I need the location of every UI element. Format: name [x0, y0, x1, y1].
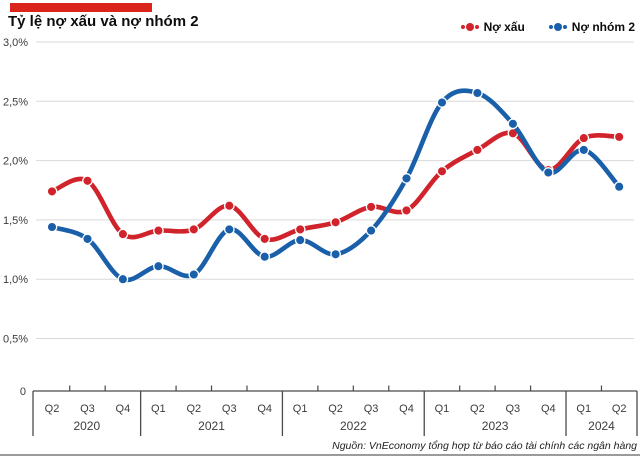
- quarter-label: Q4: [541, 403, 556, 415]
- data-point: [578, 132, 590, 144]
- quarter-label: Q2: [186, 403, 201, 415]
- y-tick-label: 2,5%: [3, 96, 28, 108]
- quarter-label: Q1: [435, 403, 450, 415]
- data-point: [472, 144, 483, 156]
- quarter-label: Q3: [222, 403, 237, 415]
- y-tick-label: 1,5%: [3, 215, 28, 227]
- legend-label-no-xau: Nợ xấu: [483, 20, 525, 34]
- data-point: [472, 87, 483, 99]
- quarter-label: Q3: [506, 403, 521, 415]
- data-point: [46, 186, 58, 197]
- quarter-label: Q3: [364, 403, 379, 415]
- data-point: [436, 165, 448, 177]
- quarter-label: Q2: [328, 403, 343, 415]
- y-tick-label: 3,0%: [3, 37, 28, 49]
- year-label: 2021: [198, 419, 225, 433]
- legend-item-no-xau: Nợ xấu: [460, 20, 525, 34]
- quarter-label: Q2: [45, 403, 60, 415]
- data-point: [436, 97, 448, 108]
- legend-marker-no-nhom2-icon: [548, 23, 567, 31]
- data-point: [613, 131, 625, 143]
- data-point: [82, 233, 93, 245]
- quarter-label: Q3: [80, 403, 95, 415]
- footer-divider: [0, 454, 640, 456]
- year-label: 2022: [340, 419, 367, 433]
- data-point: [188, 269, 200, 280]
- legend-label-no-nhom2: Nợ nhóm 2: [571, 20, 635, 34]
- data-point: [117, 228, 129, 240]
- quarter-label: Q2: [612, 403, 627, 415]
- y-tick-label-zero: 0: [20, 386, 26, 398]
- source-note: Nguồn: VnEconomy tổng hợp từ báo cáo tài…: [332, 440, 637, 452]
- data-point: [46, 221, 58, 233]
- data-point: [153, 260, 164, 272]
- data-point: [507, 118, 519, 130]
- legend-marker-no-xau-icon: [460, 23, 479, 31]
- data-point: [613, 181, 625, 193]
- quarter-label: Q4: [399, 403, 414, 415]
- data-point: [223, 200, 235, 212]
- data-point: [401, 173, 412, 184]
- quarter-label: Q2: [470, 403, 485, 415]
- y-tick-label: 0,5%: [3, 334, 28, 346]
- quarter-label: Q1: [293, 403, 308, 415]
- data-point: [259, 251, 271, 263]
- chart-title: Tỷ lệ nợ xấu và nợ nhóm 2: [8, 13, 199, 30]
- legend: Nợ xấu Nợ nhóm 2: [460, 20, 635, 34]
- data-point: [223, 224, 235, 235]
- data-point: [259, 233, 271, 245]
- accent-bar: [10, 3, 152, 12]
- data-point: [330, 216, 341, 228]
- data-point: [578, 144, 590, 156]
- data-point: [294, 224, 306, 235]
- quarter-label: Q1: [151, 403, 166, 415]
- legend-item-no-nhom2: Nợ nhóm 2: [548, 20, 635, 34]
- quarter-label: Q4: [257, 403, 272, 415]
- data-point: [365, 225, 377, 236]
- data-point: [365, 201, 377, 213]
- data-point: [401, 205, 412, 216]
- y-tick-label: 2,0%: [3, 156, 28, 168]
- data-point: [117, 273, 129, 285]
- data-point: [153, 225, 164, 236]
- data-point: [294, 234, 306, 246]
- year-label: 2020: [73, 419, 100, 433]
- quarter-label: Q1: [576, 403, 591, 415]
- data-point: [188, 224, 200, 235]
- year-label: 2024: [588, 419, 615, 433]
- year-label: 2023: [482, 419, 509, 433]
- data-point: [82, 175, 93, 187]
- data-point: [330, 248, 341, 260]
- data-point: [542, 167, 554, 178]
- quarter-label: Q4: [116, 403, 131, 415]
- y-tick-label: 1,0%: [3, 274, 28, 286]
